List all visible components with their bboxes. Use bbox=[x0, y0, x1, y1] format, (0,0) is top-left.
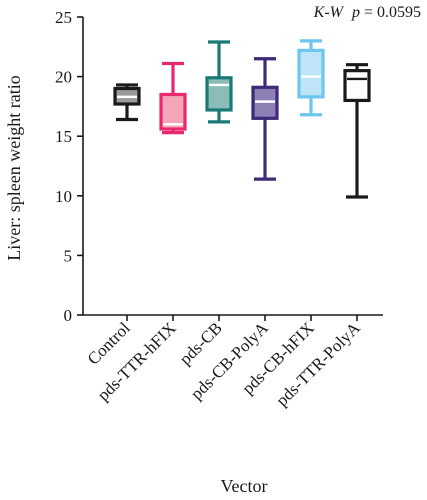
p-symbol: p bbox=[351, 4, 360, 21]
y-tick-label: 10 bbox=[55, 187, 72, 206]
box-control bbox=[113, 83, 141, 122]
p-value: = 0.0595 bbox=[364, 4, 421, 21]
y-axis: 0 5 10 15 20 25 bbox=[55, 8, 84, 325]
y-tick-label: 20 bbox=[55, 68, 72, 87]
box-iqr bbox=[343, 69, 371, 103]
box-pds-cb-hfix bbox=[297, 39, 325, 117]
y-tick-label: 5 bbox=[64, 246, 73, 265]
x-axis bbox=[83, 314, 383, 321]
x-tick-labels: Controlpds-TTR-hFIXpds-CBpds-CB-PolyApds… bbox=[84, 318, 365, 410]
x-tick-label: pds-TTR-PolyA bbox=[272, 318, 364, 410]
y-tick-label: 15 bbox=[55, 127, 72, 146]
box-pds-ttr-polya bbox=[343, 63, 371, 199]
box-pds-ttr-hfix bbox=[159, 61, 187, 135]
test-name: K-W bbox=[313, 4, 345, 21]
y-tick-label: 25 bbox=[55, 8, 72, 27]
box-iqr bbox=[205, 76, 233, 112]
x-axis-title: Vector bbox=[221, 476, 268, 496]
y-tick-label: 0 bbox=[64, 306, 73, 325]
box-pds-cb-polya bbox=[251, 57, 279, 181]
box-iqr bbox=[297, 48, 325, 99]
box-pds-cb bbox=[205, 40, 233, 124]
kruskal-wallis-annotation: K-W p = 0.0595 bbox=[313, 4, 421, 21]
boxes bbox=[113, 39, 371, 199]
y-axis-title: Liver: spleen weight ratio bbox=[4, 75, 24, 260]
